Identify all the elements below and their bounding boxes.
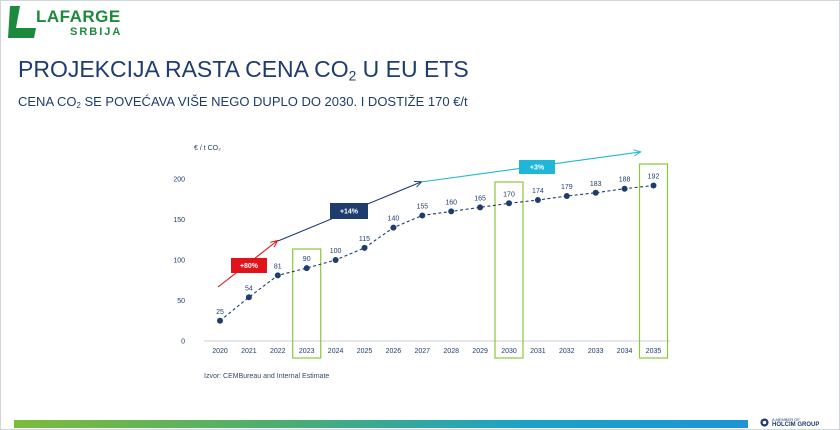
growth-badge-1 — [330, 203, 368, 219]
growth-badge-0 — [231, 258, 267, 273]
subtitle-subscript: 2 — [76, 100, 81, 110]
x-tick-label: 2028 — [443, 348, 459, 355]
data-label: 100 — [330, 248, 342, 255]
data-label: 81 — [274, 263, 282, 270]
x-tick-label: 2033 — [588, 348, 604, 355]
logo-wordmark: LAFARGE — [36, 7, 121, 26]
data-point — [534, 197, 541, 204]
data-label: 170 — [503, 191, 515, 198]
page-title: PROJEKCIJA RASTA CENA CO2 U EU ETS — [18, 56, 469, 83]
y-tick-label: 200 — [173, 177, 185, 184]
x-tick-label: 2025 — [357, 348, 373, 355]
bottom-gradient-bar — [14, 420, 748, 428]
x-tick-label: 2023 — [299, 348, 315, 355]
x-tick-label: 2027 — [415, 348, 431, 355]
highlight-box-2023 — [292, 248, 322, 359]
data-label: 174 — [532, 188, 544, 195]
data-point — [274, 272, 281, 279]
title-tail: U EU ETS — [356, 56, 469, 82]
data-label: 140 — [388, 216, 400, 223]
growth-badge-label: +80% — [240, 263, 259, 270]
data-label: 160 — [445, 199, 457, 206]
data-point — [245, 294, 252, 301]
data-point — [448, 208, 455, 215]
data-label: 165 — [474, 195, 486, 202]
y-axis-label: € / t CO₂ — [194, 145, 221, 152]
holcim-badge: A MEMBER OF HOLCIM GROUP — [760, 417, 834, 429]
growth-badge-label: +3% — [530, 165, 545, 172]
x-tick-label: 2024 — [328, 348, 344, 355]
data-label: 115 — [359, 236, 370, 243]
data-label: 188 — [619, 177, 631, 184]
y-tick-label: 50 — [177, 298, 185, 305]
title-subscript: 2 — [348, 68, 357, 84]
data-point — [592, 189, 599, 196]
x-tick-label: 2022 — [270, 348, 286, 355]
holcim-icon — [760, 418, 769, 427]
holcim-group-line: HOLCIM GROUP — [772, 422, 820, 428]
lafarge-emblem-icon — [8, 6, 36, 38]
source-note: Izvor: CEMBureau and Internal Estimate — [204, 373, 330, 380]
x-tick-label: 2035 — [646, 348, 662, 355]
x-tick-label: 2020 — [212, 348, 228, 355]
subtitle-part-a: CENA CO — [18, 94, 77, 109]
series-line — [219, 184, 654, 322]
data-point — [563, 193, 570, 200]
y-tick-label: 150 — [173, 217, 185, 224]
subtitle-part-b: SE POVEĆAVA VIŠE NEGO DUPLO DO 2030. I D… — [80, 94, 468, 109]
y-tick-label: 100 — [173, 258, 185, 265]
data-point — [419, 212, 426, 219]
data-point — [332, 257, 339, 263]
x-tick-label: 2021 — [241, 348, 257, 355]
data-label: 179 — [561, 184, 573, 191]
data-point — [390, 224, 397, 231]
x-tick-label: 2032 — [559, 348, 575, 355]
data-label: 25 — [216, 309, 224, 316]
data-point — [621, 185, 628, 192]
holcim-member-line: A MEMBER OF — [772, 417, 800, 422]
highlight-box-2030 — [494, 181, 524, 359]
y-tick-label: 0 — [181, 339, 185, 346]
growth-badge-label: +14% — [340, 209, 359, 216]
data-point — [303, 265, 310, 272]
data-label: 183 — [590, 181, 602, 188]
data-label: 192 — [648, 173, 660, 180]
x-tick-label: 2029 — [472, 348, 488, 355]
data-point — [361, 244, 368, 251]
lafarge-logo: LAFARGE SRBIJA — [6, 4, 136, 44]
highlight-box-2035 — [638, 163, 669, 359]
data-point — [477, 204, 484, 211]
x-tick-label: 2034 — [617, 348, 633, 355]
title-main: PROJEKCIJA RASTA CENA CO — [18, 56, 349, 82]
data-label: 155 — [416, 203, 428, 210]
data-point — [650, 182, 657, 189]
x-tick-label: 2026 — [386, 348, 402, 355]
data-label: 54 — [245, 285, 253, 292]
growth-badge-2 — [519, 160, 555, 174]
page-subtitle: CENA CO2 SE POVEĆAVA VIŠE NEGO DUPLO DO … — [18, 94, 468, 110]
data-point — [506, 200, 512, 207]
logo-subtitle: SRBIJA — [70, 26, 123, 38]
data-label: 90 — [303, 256, 311, 263]
x-tick-label: 2031 — [530, 348, 546, 355]
data-point — [217, 317, 223, 324]
x-tick-label: 2030 — [501, 348, 517, 355]
